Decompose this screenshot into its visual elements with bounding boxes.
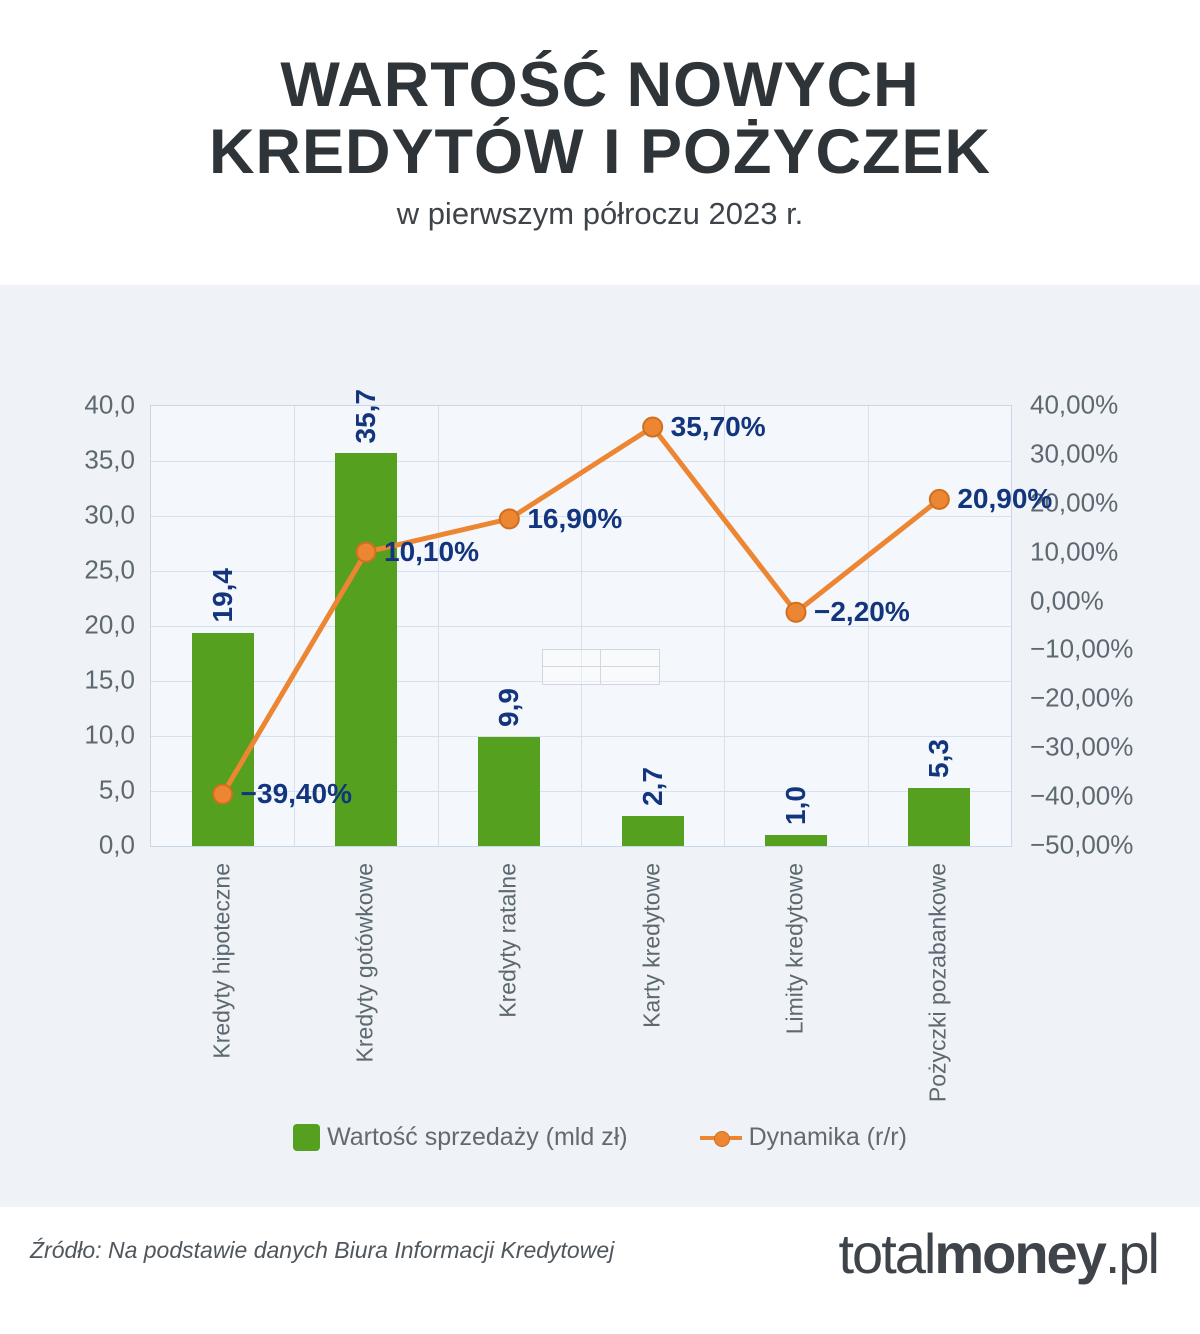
left-axis-tick: 20,0 [84,609,135,640]
category-label: Kredyty hipoteczne [208,863,235,1059]
bar [478,737,541,846]
right-axis-tick: 20,00% [1030,487,1119,518]
category-label: Karty kredytowe [638,863,665,1028]
legend: Wartość sprzedaży (mld zł) Dynamika (r/r… [0,1123,1200,1152]
logo-part-total: total [838,1222,936,1285]
v-gridline [294,406,296,846]
legend-item-line: Dynamika (r/r) [699,1123,907,1152]
right-axis-tick: 10,00% [1030,536,1119,567]
line-series-marker [699,1129,742,1147]
source-note: Źródło: Na podstawie danych Biura Inform… [30,1237,615,1263]
legend-item-bars: Wartość sprzedaży (mld zł) [293,1123,628,1152]
right-axis-tick: 40,00% [1030,389,1119,420]
category-label: Pożyczki pozabankowe [924,863,951,1103]
title-line-2: KREDYTÓW I POŻYCZEK [208,117,991,187]
line-point-marker [498,508,520,530]
line-value-label: 20,90% [957,483,1053,515]
line-value-label: 35,70% [670,411,766,443]
header: WARTOŚĆ NOWYCH KREDYTÓW I POŻYCZEK w pier… [0,0,1200,232]
dynamics-line-layer [212,416,950,805]
logo-part-money: money [934,1222,1106,1285]
legend-label-bars: Wartość sprzedaży (mld zł) [327,1123,628,1151]
bar [765,835,827,846]
line-point-marker [785,601,807,623]
bar [191,632,254,846]
chart-band: 19,4 35,7 9,9 2,7 1,0 5,3 −39,40% 10,10% 16,90%… [0,285,1200,1207]
left-axis-tick: 5,0 [98,774,135,805]
left-axis-tick: 30,0 [84,499,135,530]
category-label: Kredyty ratalne [494,863,521,1018]
page-title: WARTOŚĆ NOWYCH KREDYTÓW I POŻYCZEK [0,52,1200,186]
v-gridline [867,406,869,846]
v-gridline [581,406,582,846]
line-value-label: −2,20% [814,596,910,628]
bar-series-swatch [293,1124,321,1151]
dynamics-line [220,424,942,797]
right-axis-tick: −10,00% [1030,633,1134,664]
line-point-marker [642,416,664,438]
v-gridline [724,406,726,846]
category-axis: Kredyty hipoteczne Kredyty gotówkowe Kredy… [150,863,1010,1113]
right-axis-tick: 0,00% [1030,585,1104,616]
right-axis-tick: −50,00% [1030,829,1134,860]
right-axis-tick: −20,00% [1030,682,1134,713]
totalmoney-logo: totalmoney.pl [838,1221,1160,1286]
title-line-1: WARTOŚĆ NOWYCH [280,50,920,120]
bar [335,453,397,846]
empty-table-cell [543,667,601,684]
line-point-marker [212,783,234,805]
left-axis-tick: 0,0 [98,829,135,860]
footer: Źródło: Na podstawie danych Biura Inform… [0,1207,1200,1334]
line-point-marker [928,488,950,510]
empty-table-cell [543,650,601,667]
left-axis-tick: 10,0 [84,719,135,750]
left-axis-tick: 15,0 [84,664,135,695]
plot-area: 19,4 35,7 9,9 2,7 1,0 5,3 −39,40% 10,10% 16,90%… [150,389,1052,847]
left-axis-tick: 25,0 [84,554,135,585]
bar [621,816,684,846]
category-label: Kredyty gotówkowe [351,863,378,1063]
left-axis-tick: 40,0 [84,389,135,420]
bar [908,787,971,846]
legend-label-line: Dynamika (r/r) [748,1123,907,1151]
v-gridline [437,406,439,846]
line-value-label: 10,10% [384,536,479,568]
line-point-marker [355,541,377,563]
line-value-label: 16,90% [527,502,623,534]
empty-table-cell [601,650,659,667]
line-value-label: −39,40% [240,778,352,810]
right-axis-tick: 30,00% [1030,438,1119,469]
category-label: Limity kredytowe [781,863,808,1035]
logo-part-pl: .pl [1104,1222,1160,1285]
empty-table-artifact [542,649,660,685]
right-axis-tick: −30,00% [1030,731,1134,762]
page-subtitle: w pierwszym półroczu 2023 r. [396,196,804,231]
left-axis-tick: 35,0 [84,444,135,475]
right-axis-tick: −40,00% [1030,780,1134,811]
